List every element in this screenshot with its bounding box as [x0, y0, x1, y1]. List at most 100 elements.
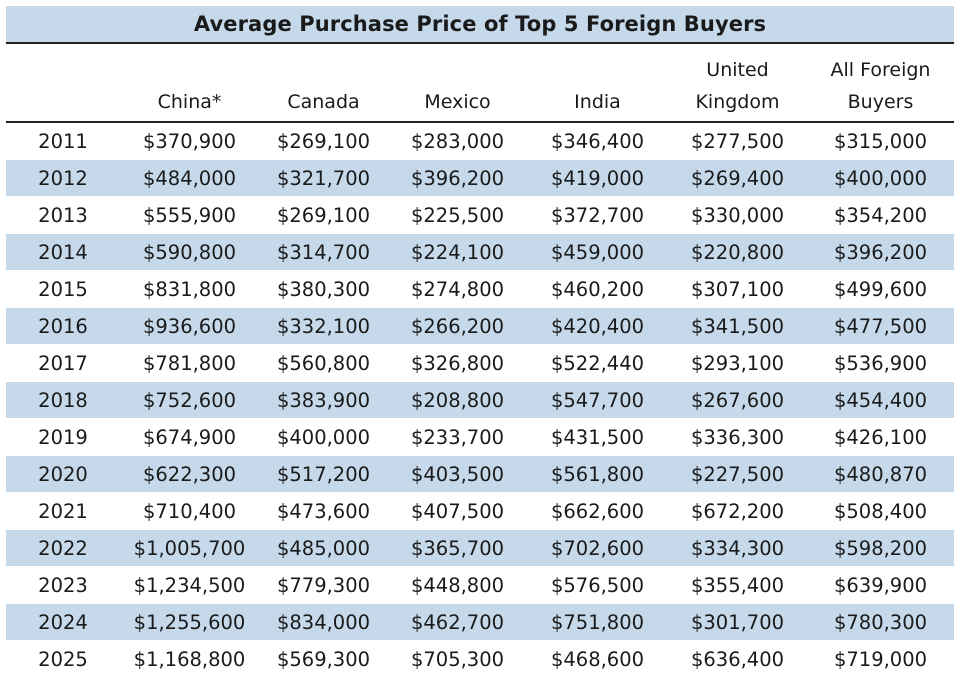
value-cell: $380,300 — [259, 271, 388, 308]
value-cell: $752,600 — [120, 382, 259, 419]
value-cell: $419,000 — [527, 160, 668, 197]
header-line-2: Buyers — [807, 86, 954, 118]
value-cell: $283,000 — [388, 122, 527, 160]
data-table: China* Canada Mexico India United Kingdo… — [6, 50, 954, 677]
value-cell: $622,300 — [120, 456, 259, 493]
year-cell: 2015 — [6, 271, 120, 308]
table-row: 2017$781,800$560,800$326,800$522,440$293… — [6, 345, 954, 382]
year-cell: 2021 — [6, 493, 120, 530]
value-cell: $400,000 — [259, 419, 388, 456]
header-line-2: China* — [120, 86, 259, 118]
table-body: 2011$370,900$269,100$283,000$346,400$277… — [6, 122, 954, 677]
value-cell: $208,800 — [388, 382, 527, 419]
value-cell: $555,900 — [120, 197, 259, 234]
value-cell: $499,600 — [807, 271, 954, 308]
table-row: 2022$1,005,700$485,000$365,700$702,600$3… — [6, 530, 954, 567]
value-cell: $517,200 — [259, 456, 388, 493]
value-cell: $354,200 — [807, 197, 954, 234]
value-cell: $569,300 — [259, 641, 388, 677]
value-cell: $484,000 — [120, 160, 259, 197]
value-cell: $321,700 — [259, 160, 388, 197]
value-cell: $1,255,600 — [120, 604, 259, 641]
value-cell: $330,000 — [668, 197, 807, 234]
table-row: 2023$1,234,500$779,300$448,800$576,500$3… — [6, 567, 954, 604]
table-row: 2019$674,900$400,000$233,700$431,500$336… — [6, 419, 954, 456]
header-line-1: United — [668, 54, 807, 86]
value-cell: $598,200 — [807, 530, 954, 567]
value-cell: $1,005,700 — [120, 530, 259, 567]
value-cell: $403,500 — [388, 456, 527, 493]
value-cell: $266,200 — [388, 308, 527, 345]
value-cell: $396,200 — [388, 160, 527, 197]
value-cell: $336,300 — [668, 419, 807, 456]
year-cell: 2019 — [6, 419, 120, 456]
value-cell: $370,900 — [120, 122, 259, 160]
value-cell: $314,700 — [259, 234, 388, 271]
value-cell: $719,000 — [807, 641, 954, 677]
value-cell: $431,500 — [527, 419, 668, 456]
value-cell: $269,400 — [668, 160, 807, 197]
header-cell-mexico: Mexico — [388, 50, 527, 122]
value-cell: $400,000 — [807, 160, 954, 197]
value-cell: $459,000 — [527, 234, 668, 271]
value-cell: $547,700 — [527, 382, 668, 419]
header-line-2: India — [527, 86, 668, 118]
table-row: 2025$1,168,800$569,300$705,300$468,600$6… — [6, 641, 954, 677]
value-cell: $224,100 — [388, 234, 527, 271]
value-cell: $426,100 — [807, 419, 954, 456]
value-cell: $448,800 — [388, 567, 527, 604]
value-cell: $396,200 — [807, 234, 954, 271]
value-cell: $831,800 — [120, 271, 259, 308]
value-cell: $220,800 — [668, 234, 807, 271]
value-cell: $332,100 — [259, 308, 388, 345]
table-title: Average Purchase Price of Top 5 Foreign … — [6, 6, 954, 44]
value-cell: $672,200 — [668, 493, 807, 530]
value-cell: $590,800 — [120, 234, 259, 271]
table-row: 2016$936,600$332,100$266,200$420,400$341… — [6, 308, 954, 345]
value-cell: $473,600 — [259, 493, 388, 530]
value-cell: $315,000 — [807, 122, 954, 160]
value-cell: $267,600 — [668, 382, 807, 419]
value-cell: $751,800 — [527, 604, 668, 641]
header-row: China* Canada Mexico India United Kingdo… — [6, 50, 954, 122]
header-cell-india: India — [527, 50, 668, 122]
value-cell: $277,500 — [668, 122, 807, 160]
table-row: 2018$752,600$383,900$208,800$547,700$267… — [6, 382, 954, 419]
value-cell: $468,600 — [527, 641, 668, 677]
value-cell: $662,600 — [527, 493, 668, 530]
table-row: 2024$1,255,600$834,000$462,700$751,800$3… — [6, 604, 954, 641]
table-row: 2013$555,900$269,100$225,500$372,700$330… — [6, 197, 954, 234]
table-row: 2011$370,900$269,100$283,000$346,400$277… — [6, 122, 954, 160]
value-cell: $334,300 — [668, 530, 807, 567]
header-cell-all-foreign-buyers: All Foreign Buyers — [807, 50, 954, 122]
value-cell: $225,500 — [388, 197, 527, 234]
header-cell-united-kingdom: United Kingdom — [668, 50, 807, 122]
value-cell: $639,900 — [807, 567, 954, 604]
value-cell: $560,800 — [259, 345, 388, 382]
year-cell: 2024 — [6, 604, 120, 641]
table-row: 2020$622,300$517,200$403,500$561,800$227… — [6, 456, 954, 493]
value-cell: $710,400 — [120, 493, 259, 530]
value-cell: $705,300 — [388, 641, 527, 677]
year-cell: 2025 — [6, 641, 120, 677]
value-cell: $274,800 — [388, 271, 527, 308]
year-cell: 2014 — [6, 234, 120, 271]
table-row: 2014$590,800$314,700$224,100$459,000$220… — [6, 234, 954, 271]
year-cell: 2023 — [6, 567, 120, 604]
value-cell: $301,700 — [668, 604, 807, 641]
table-row: 2015$831,800$380,300$274,800$460,200$307… — [6, 271, 954, 308]
value-cell: $307,100 — [668, 271, 807, 308]
value-cell: $460,200 — [527, 271, 668, 308]
header-line-2: Mexico — [388, 86, 527, 118]
value-cell: $636,400 — [668, 641, 807, 677]
value-cell: $1,168,800 — [120, 641, 259, 677]
value-cell: $1,234,500 — [120, 567, 259, 604]
value-cell: $365,700 — [388, 530, 527, 567]
value-cell: $936,600 — [120, 308, 259, 345]
year-cell: 2012 — [6, 160, 120, 197]
value-cell: $780,300 — [807, 604, 954, 641]
value-cell: $485,000 — [259, 530, 388, 567]
header-line-1: All Foreign — [807, 54, 954, 86]
value-cell: $576,500 — [527, 567, 668, 604]
